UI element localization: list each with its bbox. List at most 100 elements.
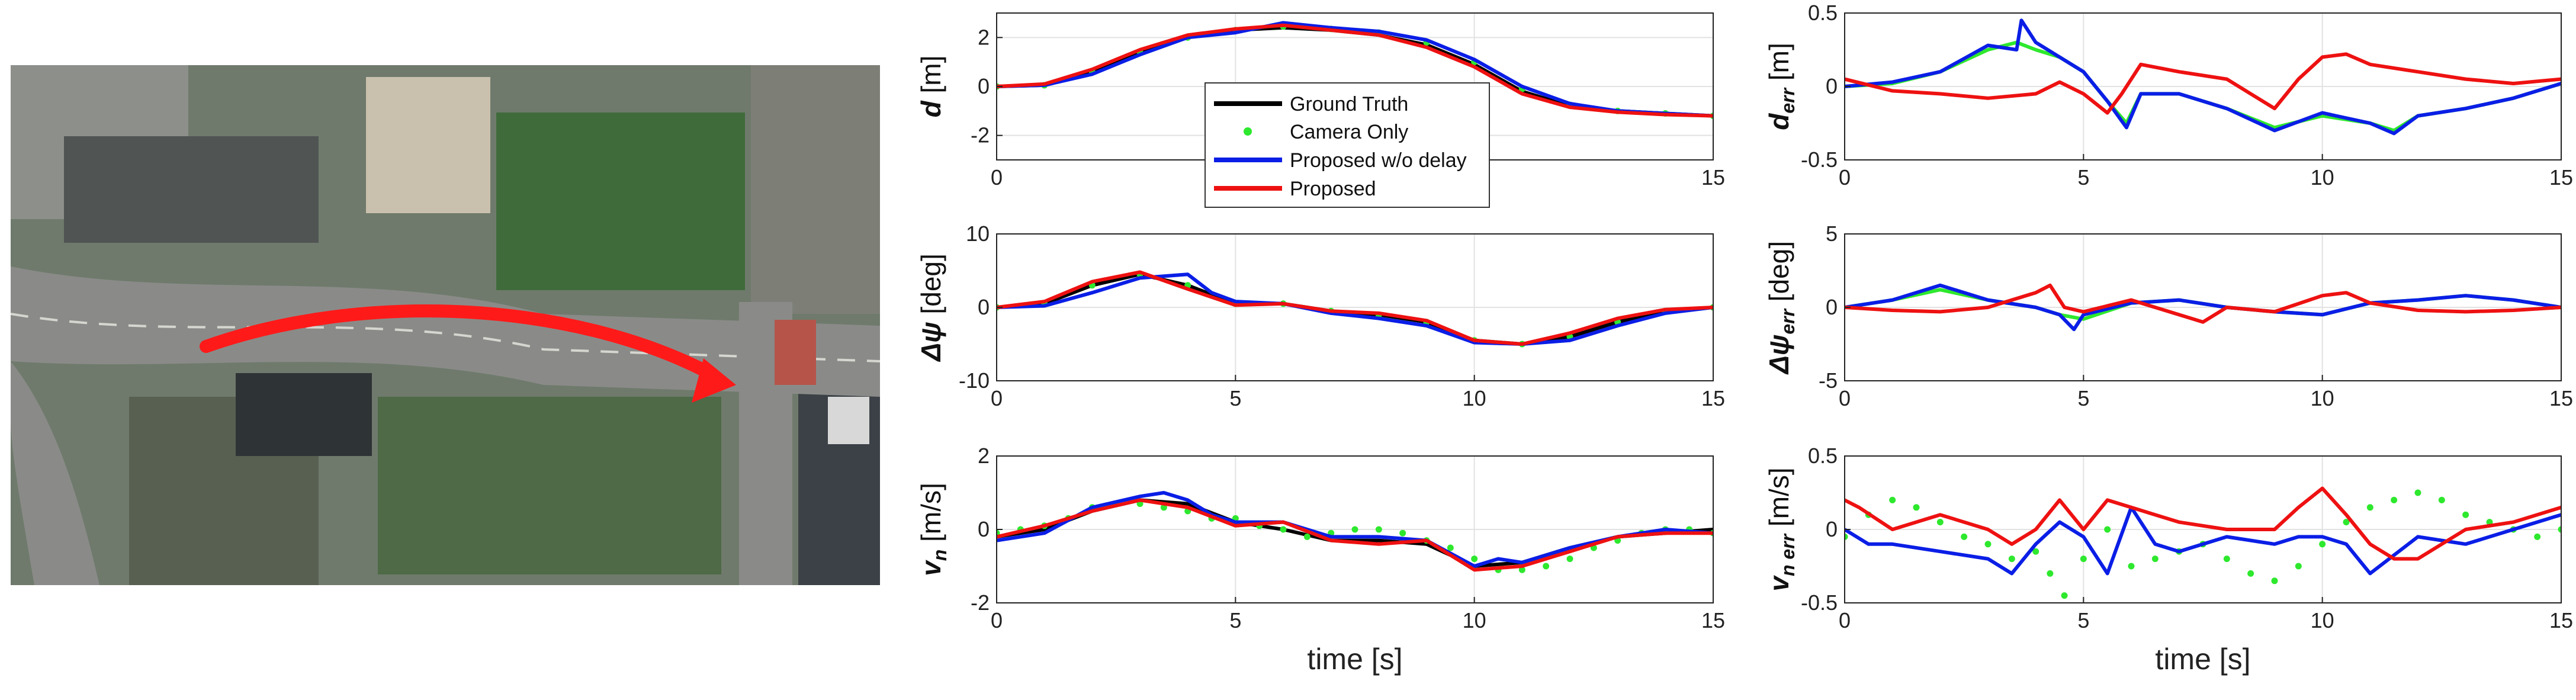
legend-label-proposed-wo-delay: Proposed w/o delay bbox=[1290, 149, 1467, 172]
map-green-field bbox=[378, 397, 721, 574]
map-green-field bbox=[496, 113, 745, 290]
data-point bbox=[1351, 526, 1358, 533]
y-axis-label-subscript: n err bbox=[1777, 533, 1798, 576]
data-point bbox=[1984, 541, 1992, 548]
data-point bbox=[2128, 563, 2135, 570]
map-building-roof bbox=[828, 397, 869, 444]
legend-label-camera-only: Camera Only bbox=[1290, 121, 1408, 143]
map-road bbox=[11, 361, 99, 585]
x-tick-label: 5 bbox=[1229, 608, 1241, 632]
x-tick-label: 5 bbox=[1229, 386, 1241, 410]
y-tick-label: 0.5 bbox=[1808, 1, 1838, 25]
x-tick-label: 10 bbox=[2311, 165, 2334, 190]
data-point bbox=[2391, 496, 2398, 503]
x-tick-label: 10 bbox=[1463, 608, 1486, 632]
data-point bbox=[1543, 563, 1550, 570]
y-axis-label-unit: [m/s] bbox=[1764, 467, 1794, 534]
legend-label-ground-truth: Ground Truth bbox=[1290, 93, 1408, 115]
data-point bbox=[2438, 496, 2445, 503]
data-point bbox=[2151, 555, 2159, 563]
y-axis-label-main: v bbox=[916, 560, 946, 576]
map-block bbox=[751, 65, 880, 314]
x-tick-label: 0 bbox=[1839, 165, 1851, 190]
data-point bbox=[2462, 511, 2469, 518]
y-axis-label-unit: [m] bbox=[916, 56, 946, 101]
data-point bbox=[1961, 533, 1968, 540]
data-point bbox=[2295, 563, 2302, 570]
chart-legend: Ground Truth Camera Only Proposed w/o de… bbox=[1205, 82, 1490, 208]
data-point bbox=[2366, 504, 2373, 511]
y-axis-label-subscript: n bbox=[929, 550, 950, 561]
data-point bbox=[1845, 533, 1848, 540]
series-proposed-w-o-delay bbox=[1845, 283, 2561, 332]
y-tick-label: 2 bbox=[978, 25, 990, 49]
data-point bbox=[1280, 526, 1287, 533]
series-group bbox=[1845, 283, 2561, 332]
x-tick-label: 15 bbox=[2549, 386, 2573, 410]
x-tick-label: 15 bbox=[1701, 165, 1725, 190]
x-tick-label: 10 bbox=[2311, 608, 2334, 632]
y-tick-label: -2 bbox=[971, 590, 990, 615]
trajectory-arrow-line bbox=[200, 304, 716, 380]
y-axis-label-main: d bbox=[916, 100, 946, 117]
data-point bbox=[1303, 533, 1311, 540]
data-point bbox=[1518, 566, 1525, 573]
data-point bbox=[2414, 489, 2421, 496]
data-point bbox=[1889, 496, 1896, 503]
y-tick-label: 0 bbox=[978, 517, 990, 541]
data-point bbox=[1471, 555, 1478, 563]
data-point bbox=[2271, 577, 2278, 585]
series-proposed-w-o-delay bbox=[997, 21, 1713, 118]
y-tick-label: 5 bbox=[1826, 221, 1838, 246]
x-tick-label: 15 bbox=[1701, 608, 1725, 632]
y-axis-label-main: Δψ bbox=[1764, 335, 1794, 375]
y-tick-label: 0 bbox=[1826, 295, 1838, 319]
series-proposed bbox=[997, 23, 1713, 118]
y-tick-label: 0 bbox=[1826, 517, 1838, 541]
series-proposed-w-o-delay bbox=[1845, 18, 2561, 136]
y-axis-label-unit: [deg] bbox=[916, 253, 946, 322]
data-point bbox=[2061, 592, 2068, 599]
data-point bbox=[2558, 526, 2561, 533]
legend-label-proposed: Proposed bbox=[1290, 178, 1376, 200]
y-axis-label-main: v bbox=[1764, 575, 1794, 592]
data-point bbox=[1447, 544, 1454, 551]
data-point bbox=[2319, 541, 2326, 548]
x-tick-label: 5 bbox=[2077, 608, 2089, 632]
y-tick-label: -5 bbox=[1819, 368, 1838, 393]
y-axis-label: vn [m/s] bbox=[916, 483, 950, 576]
y-tick-label: 0 bbox=[1826, 74, 1838, 98]
legend-swatch-camera-only bbox=[1244, 127, 1252, 136]
y-tick-label: 2 bbox=[978, 444, 990, 468]
y-axis-label-unit: [deg] bbox=[1764, 241, 1794, 309]
x-tick-label: 0 bbox=[1839, 386, 1851, 410]
map-building bbox=[236, 373, 372, 456]
x-tick-label: 0 bbox=[991, 386, 1003, 410]
x-tick-label: 5 bbox=[2077, 386, 2089, 410]
series-proposed-w-o-delay bbox=[997, 272, 1713, 346]
trajectory-arrow-head bbox=[692, 358, 736, 403]
y-axis-label-unit: [m] bbox=[1764, 43, 1794, 88]
y-axis-label-unit: [m/s] bbox=[916, 483, 946, 549]
aerial-map-image bbox=[11, 65, 880, 585]
x-tick-label: 10 bbox=[1463, 386, 1486, 410]
y-tick-label: -0.5 bbox=[1801, 147, 1838, 172]
y-axis-label: Δψerr [deg] bbox=[1764, 241, 1798, 375]
y-tick-label: -10 bbox=[959, 368, 990, 393]
y-axis-label-subscript: err bbox=[1777, 308, 1798, 334]
data-point bbox=[2032, 548, 2039, 555]
series-proposed bbox=[997, 270, 1713, 346]
y-axis-label-main: Δψ bbox=[916, 322, 946, 362]
y-tick-label: 0 bbox=[978, 74, 990, 98]
x-axis-label: time [s] bbox=[2155, 643, 2250, 676]
y-axis-label: vn err [m/s] bbox=[1764, 467, 1798, 591]
x-tick-label: 15 bbox=[2549, 608, 2573, 632]
series-proposed bbox=[1845, 486, 2561, 561]
y-tick-label: 10 bbox=[966, 221, 990, 246]
series-group bbox=[1845, 486, 2561, 599]
data-point bbox=[2343, 519, 2350, 526]
x-tick-label: 15 bbox=[1701, 386, 1725, 410]
